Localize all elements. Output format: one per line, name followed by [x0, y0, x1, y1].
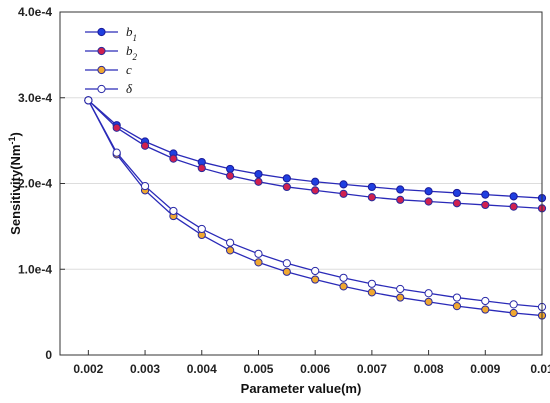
data-point-s1-10	[367, 182, 376, 192]
data-point-s2-12	[424, 197, 433, 206]
data-point-s4-1	[112, 148, 121, 157]
data-point-s4-6	[254, 249, 263, 258]
legend-label-main-3: c	[126, 62, 132, 77]
x-tick-label-8: 0.01	[530, 362, 550, 376]
data-point-s4-3	[169, 206, 178, 216]
data-point-s2-14	[481, 200, 490, 210]
x-tick-label-5: 0.007	[357, 362, 387, 376]
data-point-s2-7	[282, 182, 291, 192]
legend-marker-3	[97, 65, 106, 75]
x-tick-label-3: 0.005	[243, 362, 273, 376]
x-tick-label-1: 0.003	[130, 362, 160, 376]
series-4	[84, 96, 547, 312]
series-2	[84, 96, 547, 213]
data-point-s4-9	[339, 273, 348, 282]
legend-label-main-2: b	[126, 43, 133, 58]
data-point-s1-9	[339, 180, 348, 189]
y-tick-label-1: 1.0e-4	[18, 262, 52, 276]
data-point-s4-10	[367, 279, 376, 288]
data-point-s1-6	[254, 169, 263, 179]
y-tick-label-2: 2.0e-4	[18, 177, 52, 191]
data-point-s2-2	[140, 141, 150, 150]
data-point-s3-12	[424, 297, 433, 306]
data-point-s4-2	[140, 181, 150, 191]
data-point-s1-15	[509, 192, 518, 201]
data-point-s2-5	[226, 171, 235, 180]
legend-entry-2: b2	[85, 43, 138, 62]
data-point-s1-12	[424, 187, 433, 196]
legend-label-sub-2: 2	[133, 52, 138, 62]
data-point-s2-15	[509, 202, 518, 211]
data-point-s2-4	[197, 163, 206, 173]
data-point-s3-6	[254, 258, 263, 267]
legend-marker-4	[97, 84, 106, 94]
data-point-s1-5	[226, 164, 235, 174]
data-point-s1-8	[311, 177, 320, 186]
data-point-s4-11	[396, 284, 405, 294]
data-point-s4-7	[282, 259, 291, 268]
x-tick-label-4: 0.006	[300, 362, 330, 376]
data-point-s2-10	[367, 193, 376, 202]
data-point-s3-5	[226, 246, 235, 255]
y-axis-label-superscript: -1	[7, 137, 17, 145]
data-point-s4-13	[452, 293, 462, 302]
legend-label-4: δ	[126, 81, 133, 96]
data-point-s1-13	[452, 188, 462, 198]
data-point-s2-11	[396, 195, 405, 204]
data-point-s3-9	[339, 282, 348, 291]
data-point-s4-0	[84, 96, 93, 105]
data-point-s4-8	[311, 266, 320, 276]
y-axis-label-close: )	[8, 132, 23, 136]
y-axis-ticks: 0 1.0e-4 2.0e-4 3.0e-4 4.0e-4	[18, 5, 65, 362]
x-tick-label-7: 0.009	[470, 362, 500, 376]
legend-label-main-1: b	[126, 24, 133, 39]
legend-entry-4: δ	[85, 81, 133, 96]
data-point-s4-14	[481, 296, 490, 306]
legend-label-sub-1: 1	[133, 33, 138, 43]
y-tick-label-4: 4.0e-4	[18, 5, 52, 19]
y-tick-label-0: 0	[45, 348, 52, 362]
data-point-s2-8	[311, 186, 320, 195]
data-point-s1-11	[396, 185, 405, 194]
legend-label-2: b2	[126, 43, 138, 62]
legend-label-main-4: δ	[126, 81, 133, 96]
legend-label-3: c	[126, 62, 132, 77]
data-point-s3-7	[282, 267, 291, 276]
data-point-s3-10	[367, 288, 376, 297]
data-point-s2-3	[169, 154, 178, 163]
legend-marker-1	[97, 27, 106, 37]
data-point-s2-1	[112, 123, 121, 132]
data-point-s4-15	[509, 300, 518, 309]
legend-label-1: b1	[126, 24, 137, 43]
x-tick-label-2: 0.004	[187, 362, 217, 376]
data-point-s3-8	[311, 275, 320, 284]
data-point-s3-15	[509, 308, 518, 318]
legend-marker-2	[97, 46, 106, 56]
data-point-s3-11	[396, 293, 405, 302]
data-point-s4-4	[197, 224, 206, 234]
x-tick-label-0: 0.002	[73, 362, 103, 376]
data-point-s3-13	[452, 302, 462, 311]
y-axis-label: Sensitivity(Nm-1)	[7, 132, 23, 235]
data-point-s1-7	[282, 174, 291, 183]
data-point-s2-9	[339, 189, 348, 198]
data-point-s4-5	[226, 238, 235, 247]
data-point-s3-14	[481, 305, 490, 314]
x-tick-label-6: 0.008	[414, 362, 444, 376]
data-point-s2-6	[254, 177, 263, 186]
data-point-s4-12	[424, 289, 433, 298]
series-layer	[84, 96, 547, 320]
data-point-s1-14	[481, 190, 490, 199]
y-axis-label-main: Sensitivity(Nm	[8, 145, 23, 235]
legend-entry-1: b1	[85, 24, 137, 43]
x-axis-label: Parameter value(m)	[241, 381, 362, 396]
legend-entry-3: c	[85, 62, 132, 77]
data-point-s2-13	[452, 199, 462, 208]
x-axis-ticks: 0.002 0.003 0.004 0.005 0.006 0.007 0.008 0.009…	[73, 350, 550, 376]
y-tick-label-3: 3.0e-4	[18, 91, 52, 105]
